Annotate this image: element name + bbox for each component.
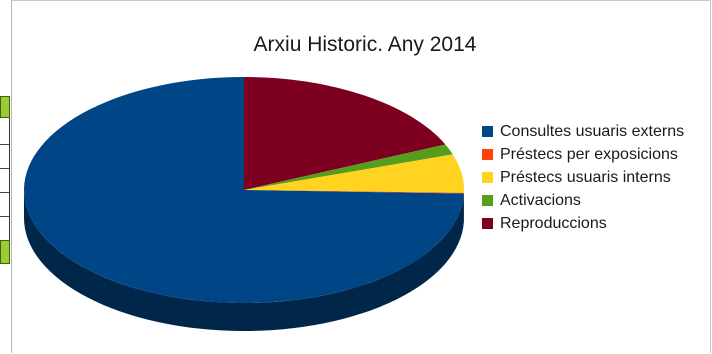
legend-swatch <box>482 195 493 206</box>
pie-slice-consultes-usuaris-externs <box>24 77 464 303</box>
legend-swatch <box>482 218 493 229</box>
pie-slice-pr-stecs-per-exposicions <box>244 190 464 194</box>
chart-frame[interactable] <box>11 0 711 353</box>
left-edge-gridline <box>0 216 10 217</box>
pie-slice-side-consultes-usuaris-externs <box>24 190 464 332</box>
legend-item: Préstecs per exposicions <box>482 143 684 166</box>
legend-label: Consultes usuaris externs <box>500 122 685 140</box>
legend-swatch <box>482 149 493 160</box>
chart-legend: Consultes usuaris externs Préstecs per ex… <box>482 120 684 235</box>
legend-swatch <box>482 172 493 183</box>
legend-item: Reproduccions <box>482 212 684 235</box>
pie-slice-reproduccions <box>244 77 446 190</box>
legend-label: Activacions <box>500 191 581 209</box>
chart-title: Arxiu Historic. Any 2014 <box>253 33 477 56</box>
legend-item: Préstecs usuaris interns <box>482 166 684 189</box>
left-edge-gridline <box>0 168 10 169</box>
left-edge-gridline <box>0 192 10 193</box>
legend-label: Préstecs usuaris interns <box>500 168 671 186</box>
legend-item: Activacions <box>482 189 684 212</box>
legend-label: Reproduccions <box>500 214 607 232</box>
legend-item: Consultes usuaris externs <box>482 120 684 143</box>
pie-top-layer <box>24 77 464 303</box>
pie-slice-pr-stecs-usuaris-interns <box>244 154 464 193</box>
legend-swatch <box>482 126 493 137</box>
pie-depth-layer <box>24 190 464 332</box>
left-edge-cell-top <box>0 96 10 118</box>
left-edge-gridline <box>0 144 10 145</box>
legend-label: Préstecs per exposicions <box>500 145 678 163</box>
left-edge-cell-bottom <box>0 240 10 264</box>
pie-slice-activacions <box>244 144 453 190</box>
left-edge-cell-middle <box>0 118 10 240</box>
left-edge-cells <box>0 96 11 264</box>
